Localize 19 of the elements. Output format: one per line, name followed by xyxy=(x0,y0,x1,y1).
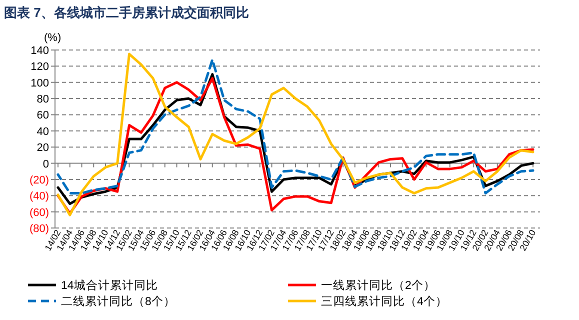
y-tick-label: 40 xyxy=(36,126,49,138)
y-tick-label: 20 xyxy=(36,142,49,154)
legend-label: 二线累计同比（8个） xyxy=(61,295,176,308)
line-series xyxy=(56,58,534,194)
legend-label: 一线累计同比（2个） xyxy=(321,279,436,292)
y-tick-label: (20) xyxy=(29,174,49,186)
legend-label: 三四线累计同比（4个） xyxy=(321,295,448,308)
chart-title: 图表 7、各线城市二手房累计成交面积同比 xyxy=(4,5,249,20)
legend-label: 14城合计累计同比 xyxy=(61,279,158,292)
y-tick-label: 100 xyxy=(30,77,49,90)
y-tick-label: (60) xyxy=(29,206,49,219)
y-tick-label: 120 xyxy=(30,61,49,74)
y-tick-label: 80 xyxy=(36,94,49,106)
y-tick-label: (40) xyxy=(29,190,49,203)
y-tick-label: 0 xyxy=(42,158,49,170)
y-axis-title: (%) xyxy=(44,32,62,44)
y-tick-label: 60 xyxy=(36,110,49,122)
line-series xyxy=(56,52,534,216)
y-tick-label: 140 xyxy=(30,45,49,57)
